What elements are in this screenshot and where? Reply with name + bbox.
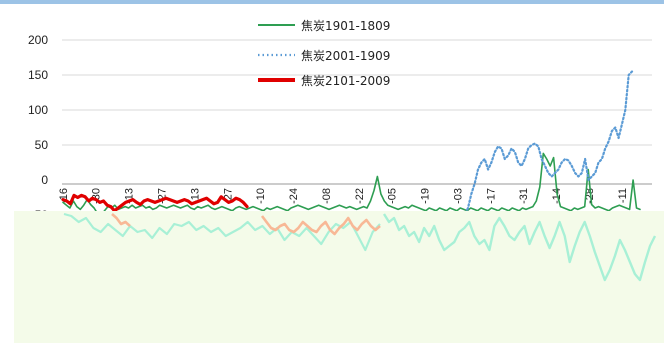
overlay-trace-peach-left xyxy=(111,213,131,227)
legend-label-2001-1909: 焦炭2001-1909 xyxy=(301,49,390,63)
y-tick-label: 150 xyxy=(28,68,48,82)
x-tick-label: -08 xyxy=(321,188,333,204)
x-tick-label: -19 xyxy=(420,188,432,204)
x-tick-label: -17 xyxy=(485,188,497,204)
overlay-block xyxy=(14,211,664,343)
x-tick-label: -11 xyxy=(617,188,629,203)
series-line-焦炭2001-1909 xyxy=(61,70,634,218)
y-tick-label: 0 xyxy=(41,173,48,187)
overlay-trace-left xyxy=(63,212,381,252)
series-line-焦炭1901-1809 xyxy=(62,152,641,216)
y-tick-label: 200 xyxy=(28,33,48,47)
y-tick-label: 100 xyxy=(28,103,48,117)
overlay-artifact xyxy=(14,211,664,343)
overlay-trace-right xyxy=(382,213,657,282)
legend: 焦炭1901-1809 焦炭2001-1909 焦炭2101-2009 xyxy=(258,19,390,88)
x-tick-label: -24 xyxy=(288,188,300,204)
y-tick-label: 50 xyxy=(35,138,49,152)
legend-label-1901-1809: 焦炭1901-1809 xyxy=(301,19,390,33)
legend-label-2101-2009: 焦炭2101-2009 xyxy=(301,74,390,88)
series-line-焦炭2101-2009 xyxy=(61,193,249,213)
x-tick-label: -05 xyxy=(387,188,399,204)
x-tick-label: -10 xyxy=(255,188,267,204)
x-tick-label: -22 xyxy=(354,188,366,204)
top-rule xyxy=(0,0,664,4)
overlay-trace-peach xyxy=(260,215,381,236)
x-tick-label: -31 xyxy=(518,188,530,204)
x-tick-label: -03 xyxy=(452,188,464,204)
